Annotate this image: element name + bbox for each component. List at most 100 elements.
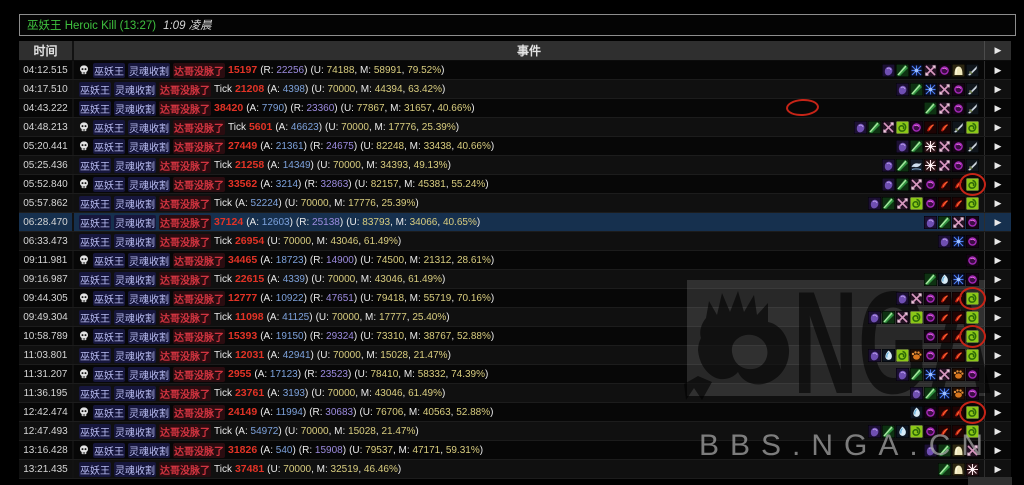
row-expand-button[interactable]: ▶ [994,254,1002,265]
row-expand-button[interactable]: ▶ [994,216,1002,227]
ability-link[interactable]: 灵魂收割 [128,119,170,135]
ability-link[interactable]: 灵魂收割 [114,195,156,211]
ability-link[interactable]: 灵魂收割 [114,347,156,363]
source-npc-link[interactable]: 巫妖王 [79,347,111,363]
row-expand-button[interactable]: ▶ [994,159,1002,170]
row-expand-button[interactable]: ▶ [994,273,1002,284]
source-npc-link[interactable]: 巫妖王 [79,214,111,230]
ability-link[interactable]: 灵魂收割 [128,138,170,154]
row-expand-button[interactable]: ▶ [994,140,1002,151]
source-npc-link[interactable]: 巫妖王 [93,176,125,192]
row-expand-button[interactable]: ▶ [994,102,1002,113]
buff-icons [938,235,984,248]
source-npc-link[interactable]: 巫妖王 [79,195,111,211]
table-row[interactable]: 04:12.515 巫妖王 灵魂收割 达哥没脉了 15197 (R: 22256… [19,61,1011,80]
table-row[interactable]: 04:43.222 巫妖王 灵魂收割 达哥没脉了 38420 (A: 7790)… [19,99,1011,118]
source-npc-link[interactable]: 巫妖王 [93,366,125,382]
row-expand-button[interactable]: ▶ [994,406,1002,417]
ghost-buff-icon [938,235,951,248]
ability-link[interactable]: 灵魂收割 [114,461,156,477]
dome-buff-icon [952,444,965,457]
table-row[interactable]: 05:20.441 巫妖王 灵魂收割 达哥没脉了 27449 (A: 21361… [19,137,1011,156]
table-row[interactable]: 06:28.470 巫妖王 灵魂收割 达哥没脉了 37124 (A: 12603… [19,213,1011,232]
row-expand-button[interactable]: ▶ [994,311,1002,322]
green-buff-icon [882,311,895,324]
table-row[interactable]: 04:17.510 巫妖王 灵魂收割 达哥没脉了 Tick 21208 (A: … [19,80,1011,99]
row-expand-button[interactable]: ▶ [994,349,1002,360]
ability-link[interactable]: 灵魂收割 [128,366,170,382]
fight-title-link[interactable]: 巫妖王 Heroic Kill (13:27) [27,20,157,32]
source-npc-link[interactable]: 巫妖王 [93,119,125,135]
source-npc-link[interactable]: 巫妖王 [79,157,111,173]
table-row[interactable]: 05:52.840 巫妖王 灵魂收割 达哥没脉了 33562 (A: 3214)… [19,172,1011,196]
ability-link[interactable]: 灵魂收割 [114,100,156,116]
table-row[interactable]: 11:03.801 巫妖王 灵魂收割 达哥没脉了 Tick 12031 (A: … [19,346,1011,365]
lime-buff-icon [966,425,979,438]
table-row[interactable]: 05:25.436 巫妖王 灵魂收割 达哥没脉了 Tick 21258 (A: … [19,156,1011,175]
ability-link[interactable]: 灵魂收割 [114,423,156,439]
source-npc-link[interactable]: 巫妖王 [93,328,125,344]
arrows-buff-icon [952,216,965,229]
table-row[interactable]: 04:48.213 巫妖王 灵魂收割 达哥没脉了 Tick 5601 (A: 4… [19,118,1011,137]
ability-link[interactable]: 灵魂收割 [114,385,156,401]
row-expand-button[interactable]: ▶ [994,64,1002,75]
ability-link[interactable]: 灵魂收割 [128,62,170,78]
source-npc-link[interactable]: 巫妖王 [93,252,125,268]
source-npc-link[interactable]: 巫妖王 [93,62,125,78]
source-npc-link[interactable]: 巫妖王 [93,404,125,420]
ability-link[interactable]: 灵魂收割 [128,328,170,344]
source-npc-link[interactable]: 巫妖王 [79,423,111,439]
row-expand-button[interactable]: ▶ [994,330,1002,341]
ability-link[interactable]: 灵魂收割 [114,214,156,230]
table-row[interactable]: 09:11.981 巫妖王 灵魂收割 达哥没脉了 34465 (A: 18723… [19,251,1011,270]
row-expand-button[interactable]: ▶ [994,235,1002,246]
table-row[interactable]: 09:44.305 巫妖王 灵魂收割 达哥没脉了 12777 (A: 10922… [19,286,1011,310]
source-npc-link[interactable]: 巫妖王 [79,271,111,287]
row-expand-button[interactable]: ▶ [994,444,1002,455]
row-expand-button[interactable]: ▶ [994,197,1002,208]
row-expand-button[interactable]: ▶ [994,121,1002,132]
ability-link[interactable]: 灵魂收割 [114,233,156,249]
table-row[interactable]: 13:21.435 巫妖王 灵魂收割 达哥没脉了 Tick 37481 (U: … [19,460,1011,479]
table-row[interactable]: 05:57.862 巫妖王 灵魂收割 达哥没脉了 Tick (A: 52224)… [19,194,1011,213]
row-expand-button[interactable]: ▶ [994,83,1002,94]
source-npc-link[interactable]: 巫妖王 [79,385,111,401]
header-expand-button[interactable]: ▶ [994,45,1002,55]
ability-link[interactable]: 灵魂收割 [114,157,156,173]
source-npc-link[interactable]: 巫妖王 [93,442,125,458]
ability-link[interactable]: 灵魂收割 [128,404,170,420]
mitigation-group: (U: 70000, M: 17777, 25.40%) [315,311,450,323]
ability-link[interactable]: 灵魂收割 [128,442,170,458]
row-expand-button[interactable]: ▶ [994,425,1002,436]
ability-link[interactable]: 灵魂收割 [114,271,156,287]
source-npc-link[interactable]: 巫妖王 [93,138,125,154]
source-npc-link[interactable]: 巫妖王 [79,309,111,325]
ability-link[interactable]: 灵魂收割 [128,252,170,268]
ability-link[interactable]: 灵魂收割 [128,176,170,192]
row-expand-button[interactable]: ▶ [994,178,1002,189]
table-row[interactable]: 10:58.789 巫妖王 灵魂收割 达哥没脉了 15393 (A: 19150… [19,324,1011,348]
source-npc-link[interactable]: 巫妖王 [79,81,111,97]
row-expand-button[interactable]: ▶ [994,292,1002,303]
table-row[interactable]: 09:16.987 巫妖王 灵魂收割 达哥没脉了 Tick 22615 (A: … [19,270,1011,289]
source-npc-link[interactable]: 巫妖王 [79,461,111,477]
table-row[interactable]: 09:49.304 巫妖王 灵魂收割 达哥没脉了 Tick 11098 (A: … [19,308,1011,327]
expand-cell: ▶ [984,346,1011,364]
ability-link[interactable]: 灵魂收割 [114,81,156,97]
table-row[interactable]: 13:16.428 巫妖王 灵魂收割 达哥没脉了 31826 (A: 540) … [19,441,1011,460]
row-expand-button[interactable]: ▶ [994,463,1002,474]
source-npc-link[interactable]: 巫妖王 [93,290,125,306]
table-row[interactable]: 11:36.195 巫妖王 灵魂收割 达哥没脉了 Tick 23761 (A: … [19,384,1011,403]
mitigation-group: (U: 82157, M: 45381, 55.24%) [354,178,489,190]
row-expand-button[interactable]: ▶ [994,387,1002,398]
source-npc-link[interactable]: 巫妖王 [79,100,111,116]
table-row[interactable]: 12:42.474 巫妖王 灵魂收割 达哥没脉了 24149 (A: 11994… [19,400,1011,424]
ability-link[interactable]: 灵魂收割 [128,290,170,306]
ability-link[interactable]: 灵魂收割 [114,309,156,325]
row-expand-button[interactable]: ▶ [994,368,1002,379]
table-row[interactable]: 06:33.473 巫妖王 灵魂收割 达哥没脉了 Tick 26954 (U: … [19,232,1011,251]
arrows-buff-icon [938,83,951,96]
source-npc-link[interactable]: 巫妖王 [79,233,111,249]
table-row[interactable]: 11:31.207 巫妖王 灵魂收割 达哥没脉了 2955 (A: 17123)… [19,365,1011,384]
table-row[interactable]: 12:47.493 巫妖王 灵魂收割 达哥没脉了 Tick (A: 54972)… [19,422,1011,441]
